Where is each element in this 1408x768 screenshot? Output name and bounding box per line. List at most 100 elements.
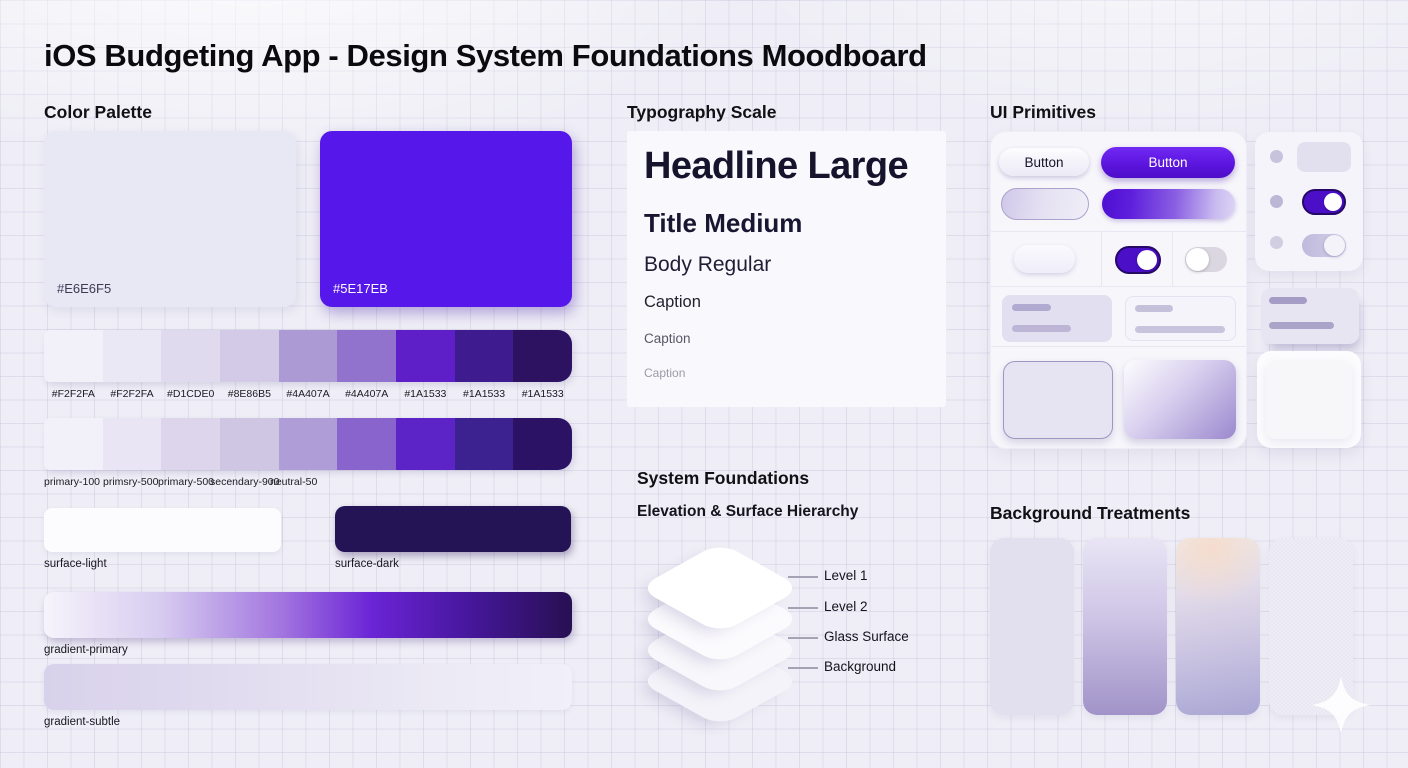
surface-dark-label: surface-dark — [335, 558, 399, 570]
level-1-label: Level 1 — [824, 568, 868, 583]
skeleton-card-outline — [1125, 296, 1236, 341]
ramp-cell — [513, 330, 572, 382]
callout-line — [788, 576, 818, 578]
ramp-cell — [278, 418, 338, 470]
secondary-button[interactable]: Button — [999, 148, 1089, 176]
system-foundations-heading: System Foundations — [637, 468, 810, 488]
hero-swatch-primary: #5E17EB — [320, 131, 572, 307]
skeleton-card-filled — [1002, 295, 1112, 342]
hex-label: #F2F2FA — [51, 388, 95, 400]
skeleton-line — [1135, 305, 1173, 312]
ramp-cell — [337, 418, 397, 470]
toggle-soft[interactable] — [1302, 234, 1346, 257]
page-title: iOS Budgeting App - Design System Founda… — [44, 38, 927, 73]
ramp-cell — [396, 330, 455, 382]
hex-label: #5E17EB — [333, 281, 388, 296]
bullet-dot — [1270, 150, 1283, 163]
gradient-subtle-swatch — [44, 664, 572, 710]
skeleton-line — [1269, 297, 1307, 304]
elevation-diagram: Level 1 Level 2 Glass Surface Background — [617, 528, 997, 748]
background-treatment-swatch — [1176, 538, 1260, 715]
ramp-cell — [161, 418, 221, 470]
callout-line — [788, 667, 818, 669]
color-palette-heading: Color Palette — [44, 102, 152, 122]
toggle-on[interactable] — [1302, 189, 1346, 215]
typography-heading: Typography Scale — [627, 102, 777, 122]
hex-label: #1A1533 — [521, 388, 564, 400]
type-sample-body-regular: Body Regular — [644, 253, 772, 276]
pill-button-small[interactable] — [1014, 245, 1075, 273]
hex-label: #1A1533 — [463, 388, 506, 400]
ramp-cell — [513, 418, 572, 470]
gradient-subtle-label: gradient-subtle — [44, 716, 121, 728]
bullet-dot — [1270, 236, 1283, 249]
ramp-cell — [44, 418, 103, 470]
background-treatments-row — [990, 538, 1360, 715]
hex-label: #8E86B5 — [227, 388, 271, 400]
ramp-cell — [220, 418, 279, 470]
hero-swatch-light: #E6E6F5 — [44, 131, 296, 307]
list-rows-card — [1255, 132, 1363, 271]
type-sample-headline-large: Headline Large — [644, 145, 909, 187]
toggle-knob — [1137, 250, 1157, 270]
skeleton-line — [1012, 304, 1051, 311]
background-treatments-heading: Background Treatments — [990, 503, 1191, 523]
hex-label: #4A407A — [345, 388, 389, 400]
hex-label: #F2F2FA — [110, 388, 154, 400]
divider — [991, 231, 1246, 232]
toggle-knob — [1324, 193, 1342, 211]
skeleton-card-elevated — [1261, 288, 1359, 344]
background-treatment-swatch — [990, 538, 1074, 715]
toggle-off[interactable] — [1185, 247, 1227, 272]
token-label: neutral-50 — [270, 476, 318, 488]
callout-line — [788, 607, 818, 609]
pill-outline-button[interactable] — [1001, 188, 1089, 220]
gradient-primary-label: gradient-primary — [44, 644, 128, 656]
hex-label: #E6E6F5 — [57, 281, 112, 296]
inner-surface — [1266, 360, 1352, 439]
surface-dark-swatch — [335, 506, 571, 552]
surface-light-swatch — [44, 508, 281, 552]
type-sample-caption-2: Caption — [644, 331, 691, 346]
pill-gradient-button[interactable] — [1102, 189, 1235, 219]
token-label: secendary-900 — [210, 476, 280, 488]
hex-label: #1A1533 — [404, 388, 447, 400]
divider — [1172, 231, 1173, 286]
skeleton-line — [1012, 325, 1071, 332]
toggle-knob — [1186, 248, 1209, 271]
bullet-dot — [1270, 195, 1283, 208]
toggle-on[interactable] — [1115, 246, 1161, 274]
placeholder-chip — [1297, 142, 1351, 172]
token-label: primary-100 — [44, 476, 101, 488]
hex-label: #D1CDE0 — [167, 388, 215, 400]
color-ramp-hex-labels: #F2F2FA #F2F2FA #D1CDE0 #8E86B5 #4A407A #4A40… — [44, 388, 572, 400]
ramp-cell — [44, 330, 103, 382]
divider — [991, 346, 1246, 347]
ramp-cell — [396, 418, 455, 470]
ramp-cell — [454, 330, 514, 382]
ramp-cell — [454, 418, 514, 470]
type-sample-caption-3: Caption — [644, 366, 686, 380]
card-bordered — [1003, 361, 1113, 439]
elevation-subheading: Elevation & Surface Hierarchy — [637, 503, 859, 520]
typography-card: Headline Large Title Medium Body Regular… — [627, 131, 946, 407]
surface-light-label: surface-light — [44, 558, 107, 570]
ui-primitives-heading: UI Primitives — [990, 102, 1097, 122]
nested-surface-card — [1257, 351, 1361, 448]
type-sample-title-medium: Title Medium — [644, 208, 803, 238]
glass-surface-label: Glass Surface — [824, 629, 909, 644]
background-label: Background — [824, 659, 897, 674]
color-ramp-named — [44, 418, 572, 470]
ramp-cell — [102, 418, 162, 470]
ramp-cell — [220, 330, 279, 382]
skeleton-line — [1135, 326, 1225, 333]
primary-button[interactable]: Button — [1101, 147, 1235, 178]
card-gradient — [1124, 360, 1236, 439]
ui-primitives-card: Button Button — [990, 131, 1247, 449]
ramp-cell — [161, 330, 221, 382]
level-2-label: Level 2 — [824, 599, 868, 614]
divider — [991, 286, 1246, 287]
toggle-knob — [1324, 235, 1345, 256]
background-treatment-swatch — [1083, 538, 1167, 715]
